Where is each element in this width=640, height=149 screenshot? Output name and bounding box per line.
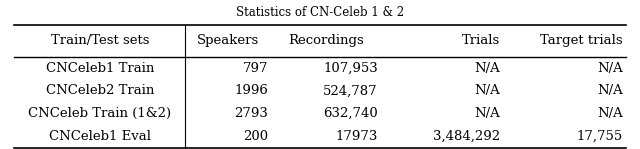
Text: N/A: N/A (597, 107, 623, 120)
Text: CNCeleb1 Train: CNCeleb1 Train (45, 62, 154, 75)
Text: Statistics of CN-Celeb 1 & 2: Statistics of CN-Celeb 1 & 2 (236, 6, 404, 19)
Text: 2793: 2793 (234, 107, 268, 120)
Text: Recordings: Recordings (288, 34, 364, 47)
Text: Trials: Trials (462, 34, 500, 47)
Text: N/A: N/A (597, 62, 623, 75)
Text: Target trials: Target trials (540, 34, 623, 47)
Text: Speakers: Speakers (197, 34, 259, 47)
Text: 107,953: 107,953 (323, 62, 378, 75)
Text: N/A: N/A (475, 62, 500, 75)
Text: 797: 797 (243, 62, 268, 75)
Text: 1996: 1996 (234, 84, 268, 97)
Text: CNCeleb2 Train: CNCeleb2 Train (45, 84, 154, 97)
Text: 17973: 17973 (335, 130, 378, 143)
Text: 200: 200 (243, 130, 268, 143)
Text: 632,740: 632,740 (323, 107, 378, 120)
Text: 524,787: 524,787 (323, 84, 378, 97)
Text: CNCeleb Train (1&2): CNCeleb Train (1&2) (28, 107, 172, 120)
Text: CNCeleb1 Eval: CNCeleb1 Eval (49, 130, 151, 143)
Text: 3,484,292: 3,484,292 (433, 130, 500, 143)
Text: N/A: N/A (597, 84, 623, 97)
Text: Train/Test sets: Train/Test sets (51, 34, 149, 47)
Text: 17,755: 17,755 (577, 130, 623, 143)
Text: N/A: N/A (475, 84, 500, 97)
Text: N/A: N/A (475, 107, 500, 120)
